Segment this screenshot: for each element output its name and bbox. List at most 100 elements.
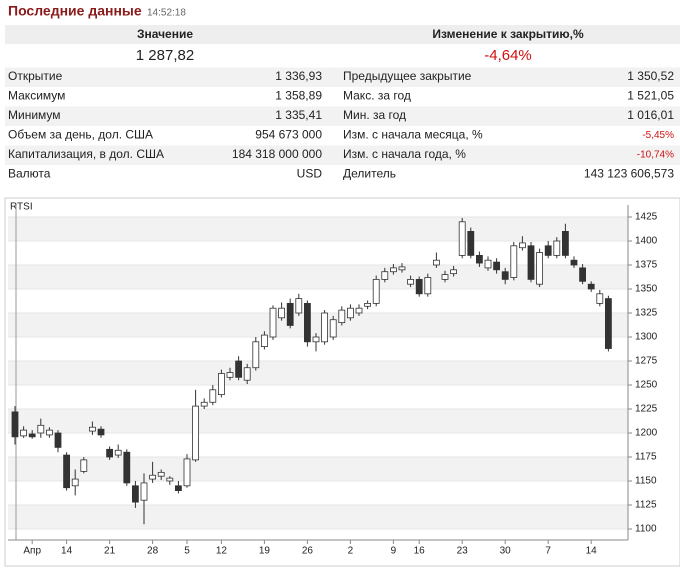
x-tick-label: 2 <box>348 546 354 557</box>
candle-body <box>432 259 440 266</box>
y-tick-label: 1250 <box>635 380 658 391</box>
candle-body <box>398 266 406 271</box>
candle-body <box>295 298 303 314</box>
cell: 1 358,89 <box>275 89 322 103</box>
candle-body <box>570 259 578 266</box>
candle-body <box>424 277 432 295</box>
x-tick-label: 7 <box>545 546 551 557</box>
candle-body <box>20 429 28 437</box>
candle-body <box>441 274 449 280</box>
y-tick-label: 1400 <box>635 236 658 247</box>
y-tick-label: 1200 <box>635 428 658 439</box>
candle-body <box>37 424 45 434</box>
candle-body <box>226 372 234 378</box>
x-tick-label: 28 <box>147 546 159 557</box>
label: Изм. с начала месяца, % <box>343 128 483 142</box>
x-tick-label: 19 <box>259 546 271 557</box>
candle-body <box>536 252 543 285</box>
candle-body <box>278 307 286 319</box>
y-tick-label: 1275 <box>635 356 658 367</box>
candle-body <box>493 261 501 271</box>
y-tick-label: 1300 <box>635 332 658 343</box>
row-bg <box>5 106 680 126</box>
column-header: Значение <box>137 27 193 41</box>
grid-band <box>8 265 628 289</box>
x-tick-label: 30 <box>500 546 512 557</box>
grid-band <box>8 409 628 433</box>
candle-body <box>303 302 311 343</box>
label: Минимум <box>8 108 61 122</box>
candle-body <box>192 405 200 461</box>
candle-body <box>458 221 466 256</box>
candle-body <box>174 485 182 491</box>
x-tick-label: 5 <box>184 546 190 557</box>
candle-body <box>149 474 157 480</box>
title: Последние данные <box>8 3 142 19</box>
grid-band <box>8 457 628 481</box>
label: Предыдущее закрытие <box>343 69 472 83</box>
candle-body <box>123 451 131 484</box>
candle-body <box>519 242 526 249</box>
candle-body <box>415 278 423 295</box>
cell: 1 016,01 <box>627 108 674 122</box>
candle-body <box>364 302 372 307</box>
cell: 1 336,93 <box>275 69 322 83</box>
candle-body <box>510 245 518 278</box>
candle-body <box>338 309 346 323</box>
y-tick-label: 1150 <box>635 476 657 487</box>
candle-body <box>71 478 79 487</box>
cell: -5,45% <box>642 130 674 141</box>
candle-body <box>389 267 397 273</box>
cell: 1 521,05 <box>627 89 674 103</box>
candle-body <box>372 278 380 304</box>
candle-body <box>407 278 415 285</box>
candle-body <box>467 230 475 256</box>
x-tick-label: 9 <box>391 546 397 557</box>
grid-band <box>8 313 628 337</box>
x-tick-label: 12 <box>216 546 228 557</box>
candle-body <box>312 336 320 343</box>
candle-body <box>553 240 561 256</box>
candle-body <box>329 319 337 338</box>
x-tick-label: 14 <box>586 546 598 557</box>
candle-body <box>209 389 217 403</box>
candle-body <box>269 307 277 338</box>
candle-body <box>484 259 492 269</box>
change: -4,64% <box>484 47 532 64</box>
candle-body <box>450 269 458 275</box>
candle-body <box>106 448 113 458</box>
candle-body <box>200 401 208 407</box>
y-tick-label: 1225 <box>635 404 658 415</box>
cell: 184 318 000 000 <box>232 147 322 161</box>
candle-body <box>97 428 105 436</box>
candle-body <box>11 411 19 438</box>
candle-body <box>157 471 165 477</box>
candle-body <box>596 293 604 304</box>
candle-body <box>286 302 294 326</box>
label: Мин. за год <box>343 108 406 122</box>
grid-band <box>8 505 628 529</box>
cell: 1 350,52 <box>627 69 674 83</box>
grid-band <box>8 361 628 385</box>
candle-body <box>28 433 36 438</box>
row-bg <box>5 145 680 165</box>
header-row <box>5 25 680 44</box>
cell: -10,74% <box>637 150 674 161</box>
x-tick-label: 23 <box>457 546 469 557</box>
candle-body <box>346 307 354 319</box>
candle-body <box>605 298 612 349</box>
candle-body <box>475 254 483 264</box>
x-tick-label: 16 <box>414 546 426 557</box>
candle-body <box>89 426 96 432</box>
candle-body <box>114 449 122 456</box>
chart-title: RTSI <box>10 202 33 213</box>
candle-body <box>260 334 268 347</box>
candle-body <box>381 271 389 280</box>
label: Макс. за год <box>343 89 411 103</box>
column-header: Изменение к закрытию,% <box>432 27 584 41</box>
candle-body <box>46 429 53 436</box>
candle-body <box>587 283 595 290</box>
candle-body <box>63 454 70 489</box>
candle-body <box>501 271 509 280</box>
